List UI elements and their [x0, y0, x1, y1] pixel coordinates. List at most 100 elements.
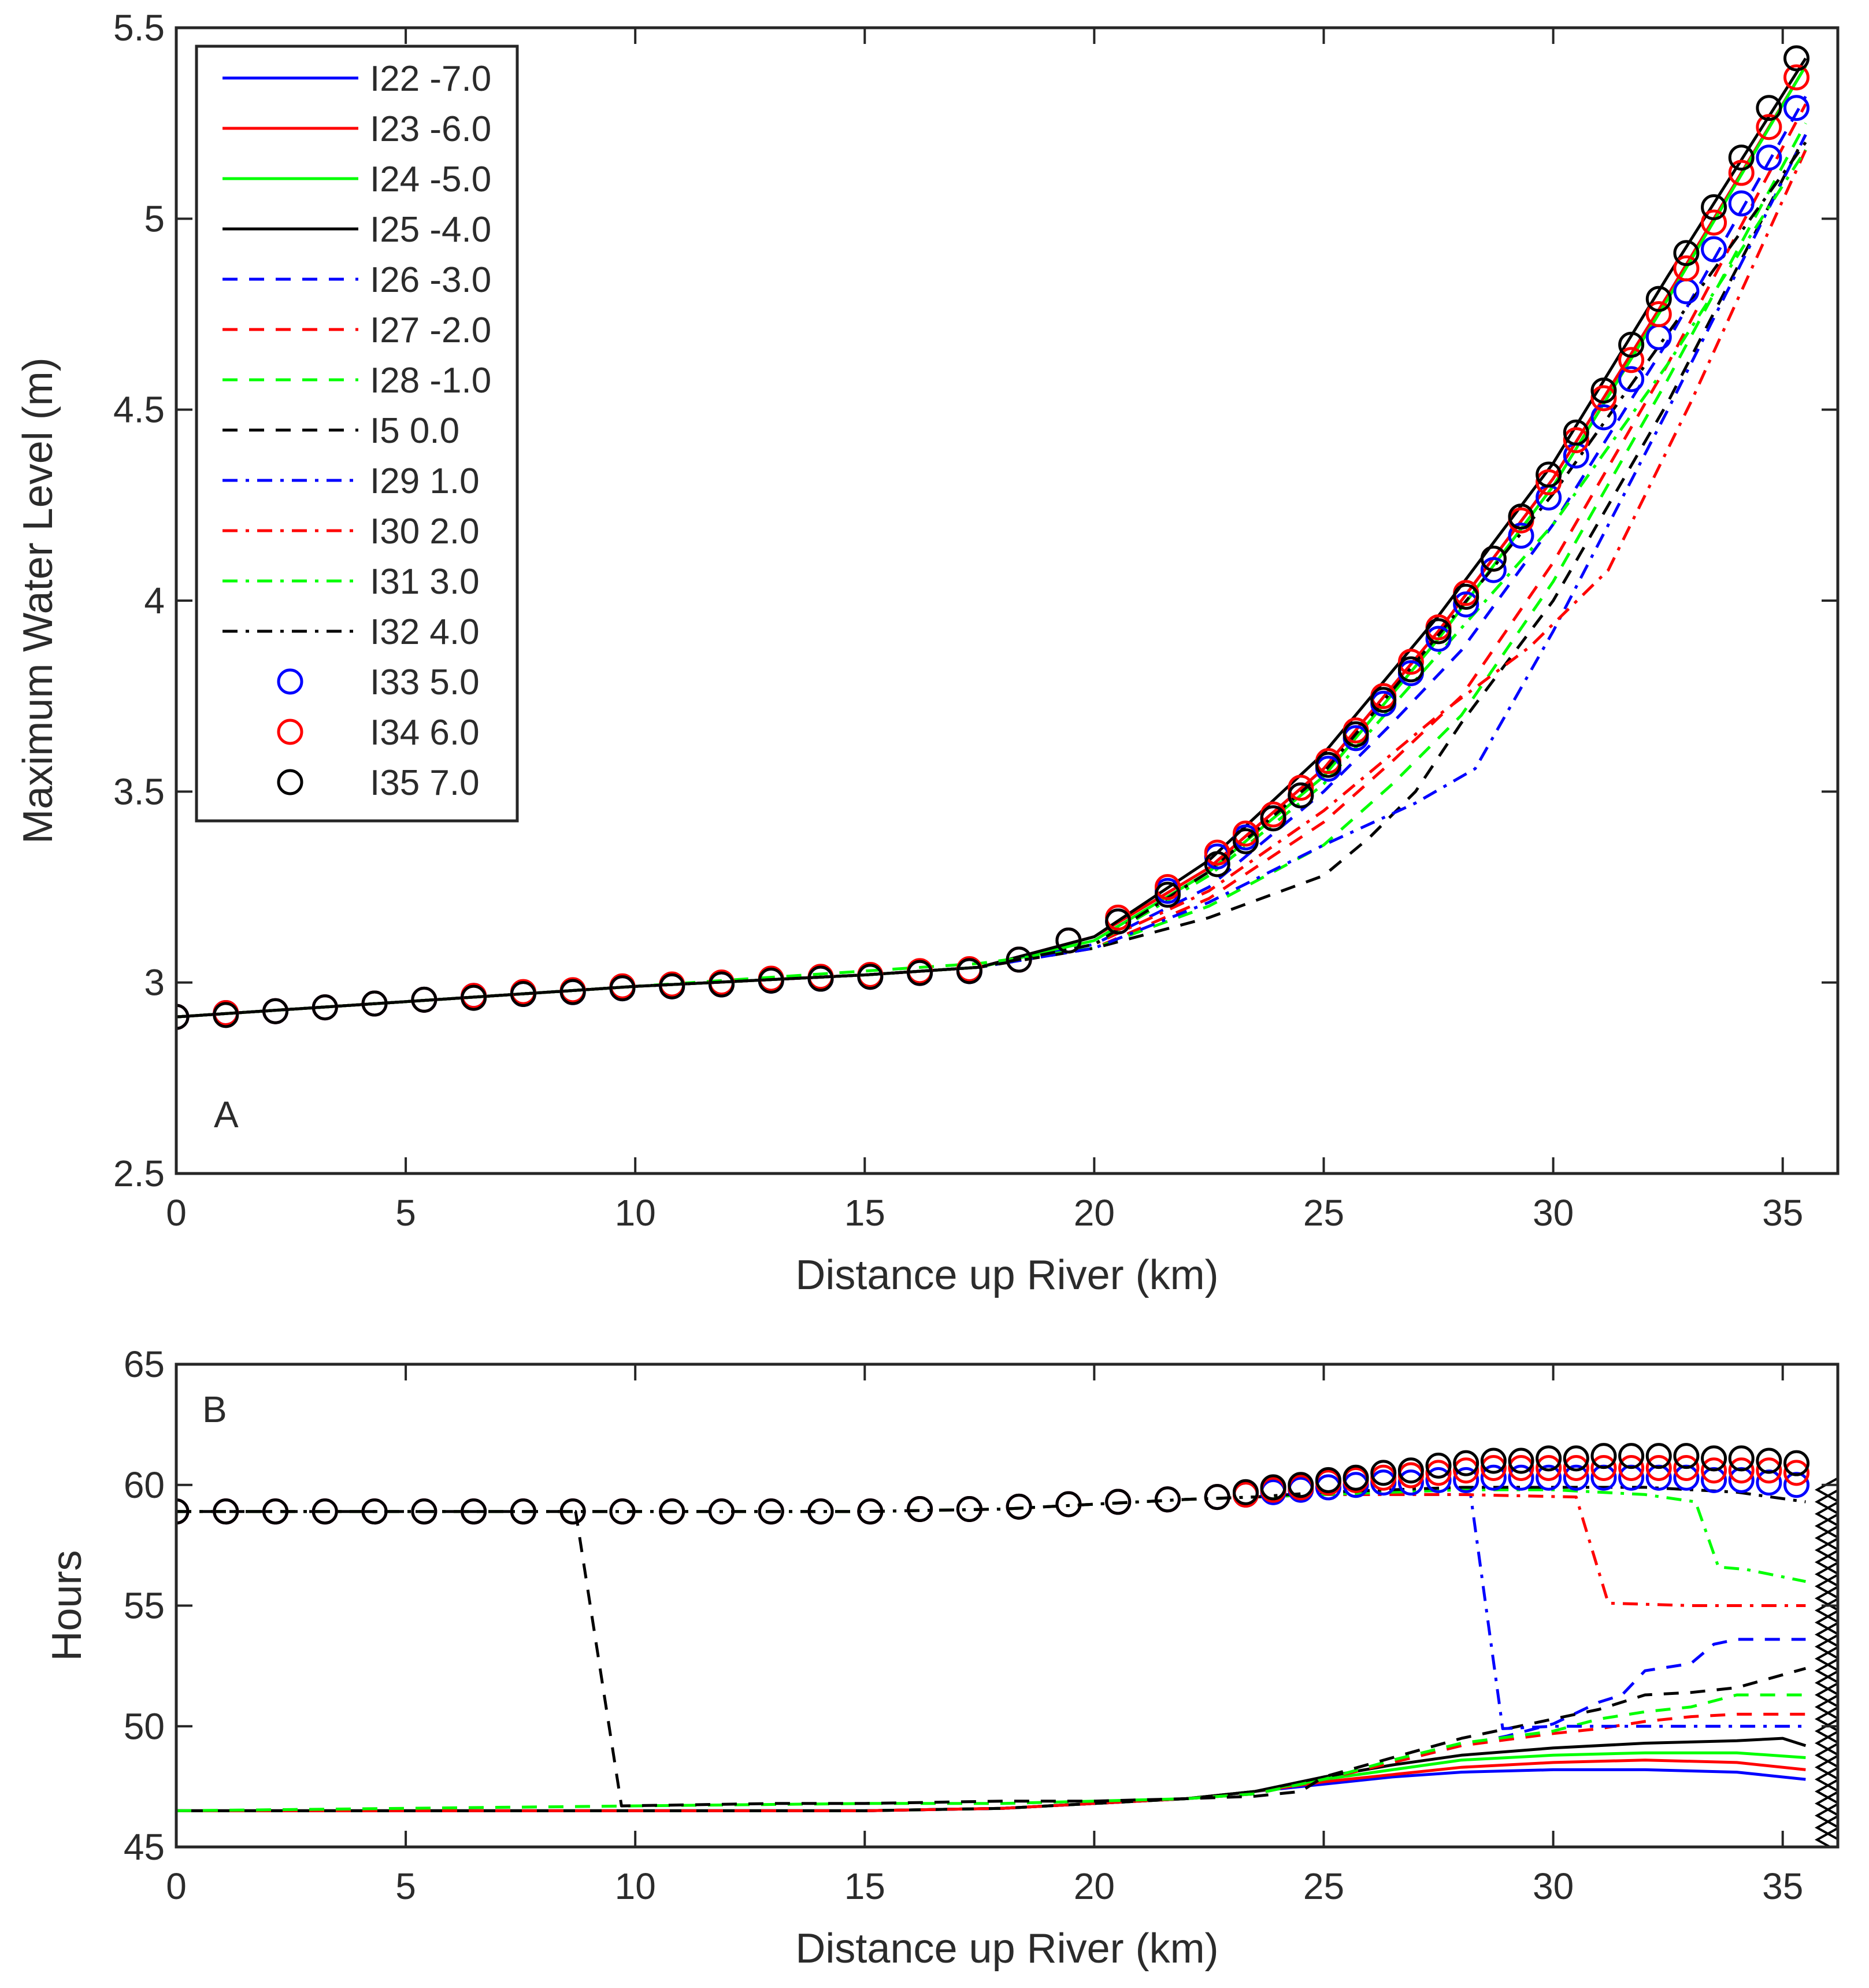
data-point-circle: [1728, 160, 1755, 186]
panel-a-legend: I22 -7.0 I23 -6.0 I24 -5.0 I25 -4.0 I26 -3.0…: [195, 45, 519, 823]
series-i35-7-0: [176, 1443, 1810, 1525]
legend-label: I27 -2.0: [370, 310, 491, 350]
data-point-circle: [1563, 1455, 1589, 1482]
data-point-circle: [1154, 1486, 1181, 1513]
legend-label: I30 2.0: [370, 512, 480, 551]
y-tick-label: 4.5: [113, 389, 165, 431]
data-point-circle: [1397, 649, 1424, 675]
data-point-circle: [1508, 1464, 1534, 1491]
legend-item: I33 5.0: [277, 662, 480, 702]
data-point-circle: [1618, 1443, 1645, 1469]
legend-label: I31 3.0: [370, 562, 480, 602]
legend-box: [195, 45, 519, 823]
series-i28-1-0: [176, 1693, 1806, 1812]
data-point-circle: [956, 1496, 982, 1522]
data-point-circle: [807, 1498, 834, 1525]
data-point-circle: [1453, 1467, 1479, 1493]
data-point-circle: [1343, 1464, 1369, 1491]
data-point-circle: [1315, 1467, 1341, 1493]
data-point-circle: [1453, 1457, 1479, 1484]
data-point-circle: [1105, 908, 1132, 935]
y-tick-label: 5.5: [113, 7, 165, 49]
panel-b-x-axis-label: Distance up River (km): [795, 1926, 1218, 1972]
data-point-circle: [1260, 1474, 1286, 1501]
data-point-circle: [1480, 557, 1507, 583]
y-tick-label: 5: [144, 198, 165, 239]
data-point-circle: [1204, 839, 1230, 866]
data-point-circle: [176, 1004, 190, 1030]
data-point-circle: [1508, 1455, 1534, 1482]
data-point-circle: [1673, 255, 1700, 282]
series-i5-0-0: [176, 134, 1807, 1019]
legend-marker-circle: [277, 668, 303, 695]
data-point-circle: [1006, 946, 1032, 973]
legend-item: I22 -7.0: [222, 59, 491, 99]
data-point-circle: [857, 964, 884, 990]
data-point-circle: [1480, 545, 1507, 572]
data-point-circle: [1590, 385, 1617, 412]
panel-b-y-ticks: 45 50 55 60 65: [124, 1343, 1838, 1868]
data-point-circle: [1288, 1472, 1314, 1498]
data-point-circle: [1453, 1450, 1479, 1476]
y-tick-label: 55: [124, 1585, 165, 1627]
series-i27-2-0: [176, 1712, 1806, 1812]
x-tick-label: 5: [395, 1192, 416, 1234]
data-point-circle: [907, 1496, 933, 1522]
data-point-circle: [1480, 1464, 1507, 1491]
series-line: [176, 134, 1807, 1019]
data-point-circle: [312, 994, 338, 1021]
data-point-circle: [1453, 591, 1479, 618]
series-line: [176, 1510, 1807, 1808]
data-point-circle: [1055, 1491, 1082, 1517]
series-boundary-triangles: [1814, 1476, 1838, 1847]
legend-item: I23 -6.0: [222, 109, 491, 149]
data-point-circle: [411, 986, 437, 1013]
data-point-circle: [1508, 1447, 1534, 1474]
x-tick-label: 10: [615, 1192, 656, 1234]
legend-label: I24 -5.0: [370, 160, 491, 199]
y-tick-label: 65: [124, 1343, 165, 1385]
data-point-circle: [361, 990, 388, 1017]
legend-item: I28 -1.0: [222, 361, 491, 401]
panel-a-x-ticks: 0 5 10 15 20 25 30 35: [166, 28, 1803, 1234]
data-point-circle: [411, 1498, 437, 1525]
legend-item: I27 -2.0: [222, 310, 491, 350]
x-tick-label: 25: [1303, 1865, 1344, 1907]
data-point-circle: [1154, 882, 1181, 908]
series-i5-0-0: [176, 1510, 1807, 1808]
data-point-circle: [1645, 301, 1672, 327]
data-point-circle: [510, 1498, 536, 1525]
data-point-circle: [709, 1498, 735, 1525]
series-i35-7-0: [176, 45, 1810, 1030]
data-point-circle: [176, 1498, 190, 1525]
panel-b-plot-area: [176, 1443, 1838, 1847]
data-point-circle: [1563, 1464, 1589, 1491]
data-point-circle: [1783, 64, 1810, 91]
data-point-circle: [1701, 194, 1727, 221]
legend-item: I35 7.0: [277, 763, 480, 803]
data-point-circle: [1756, 145, 1782, 171]
data-point-circle: [1618, 347, 1645, 373]
series-line: [176, 1693, 1806, 1812]
data-point-circle: [1728, 1445, 1755, 1472]
legend-label: I34 6.0: [370, 713, 480, 753]
panel-b-x-ticks: 0 5 10 15 20 25 30 35: [166, 1364, 1803, 1907]
legend-label: I28 -1.0: [370, 361, 491, 401]
data-point-circle: [1783, 95, 1810, 121]
data-point-circle: [1536, 1445, 1562, 1472]
y-tick-label: 60: [124, 1464, 165, 1506]
panel-a: 0 5 10 15 20 25 30 35 2.5 3 3.5 4 4.5 5 5.5 A Distanc…: [15, 7, 1840, 1298]
data-point-circle: [1536, 1464, 1562, 1491]
x-tick-label: 35: [1762, 1865, 1803, 1907]
panel-a-plot-area: [176, 45, 1810, 1030]
data-point-circle: [1756, 1447, 1782, 1474]
data-point-circle: [510, 980, 536, 1007]
data-point-circle: [262, 1498, 289, 1525]
data-point-circle: [1232, 820, 1259, 847]
x-tick-label: 5: [395, 1865, 416, 1907]
data-point-circle: [1728, 190, 1755, 217]
y-tick-label: 3.5: [113, 771, 165, 812]
data-point-circle: [1425, 618, 1452, 645]
data-point-circle: [1783, 45, 1810, 72]
